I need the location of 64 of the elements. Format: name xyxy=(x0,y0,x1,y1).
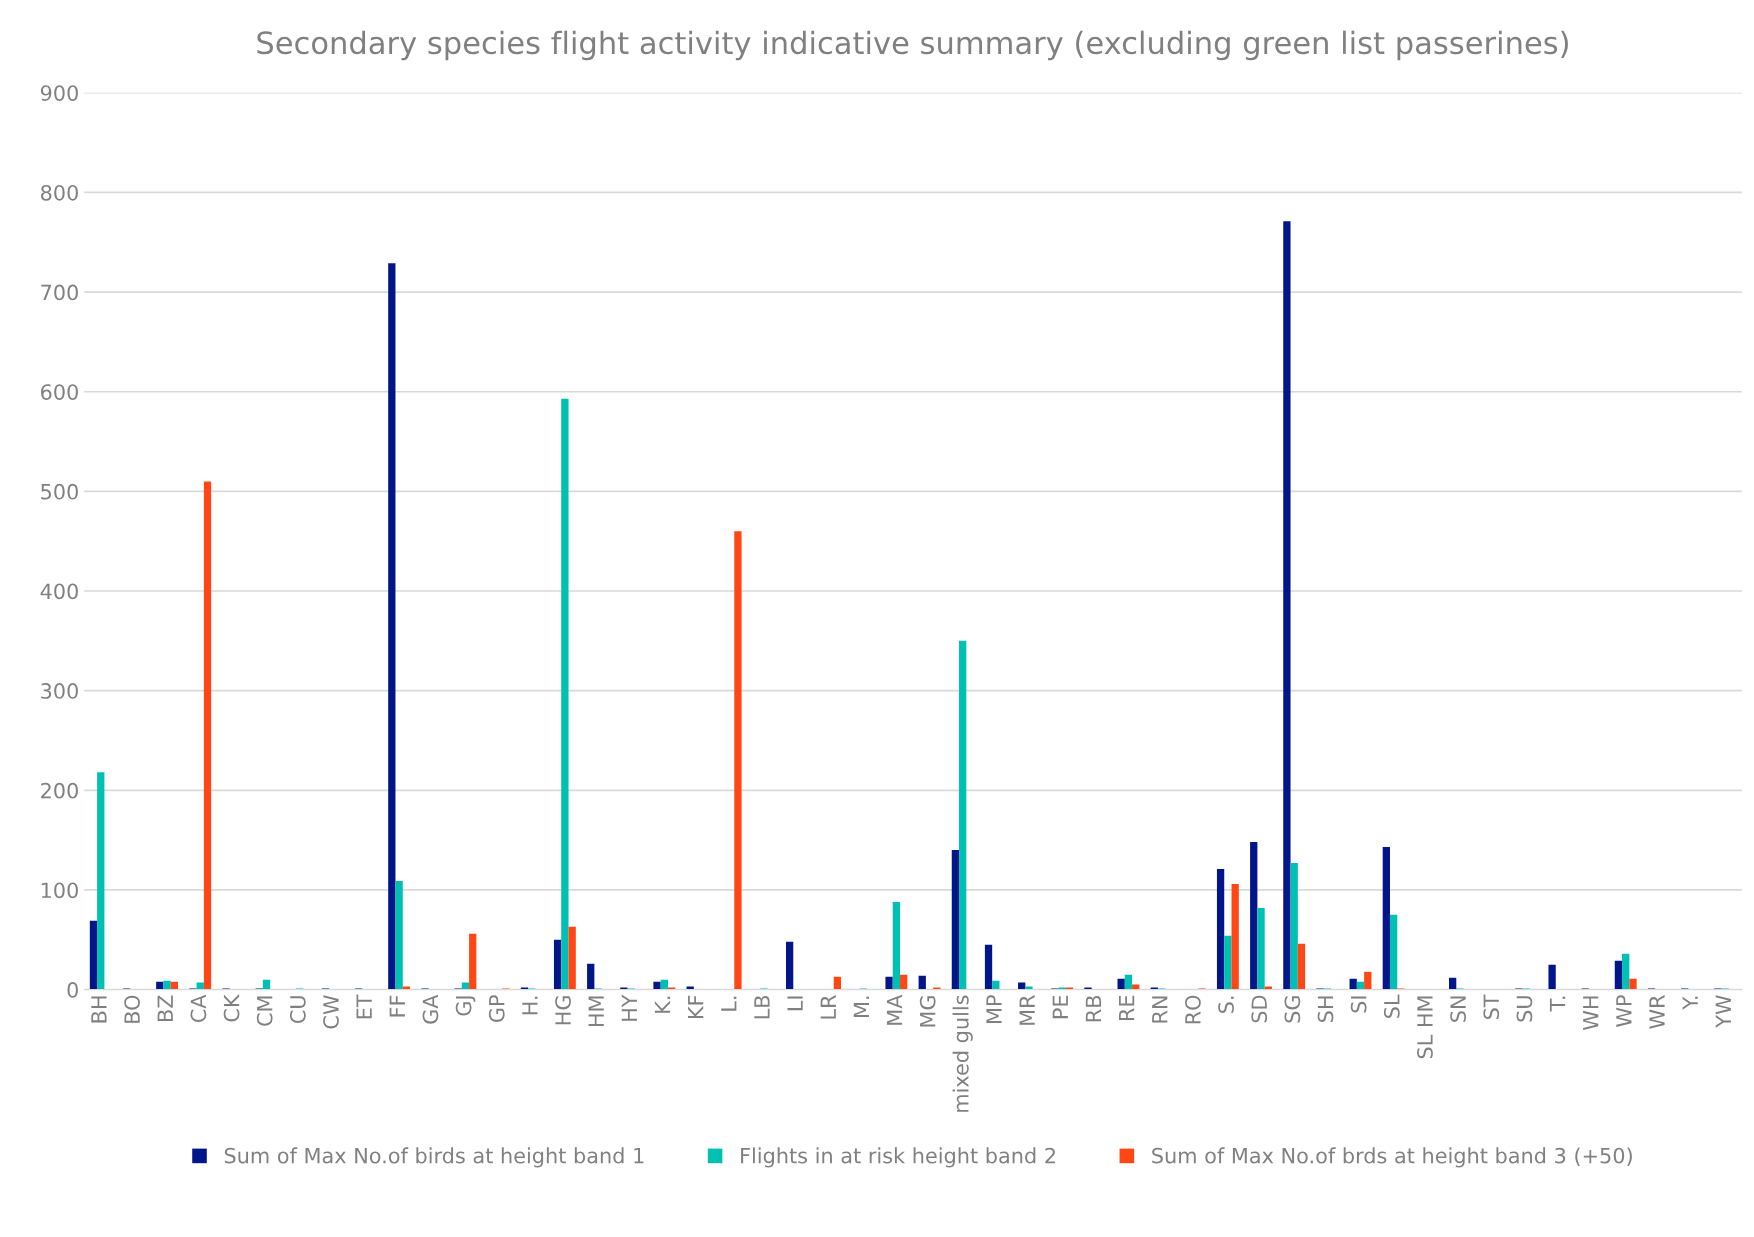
x-tick-label: SL HM xyxy=(1417,996,1433,1059)
legend-label: Sum of Max No.of brds at height band 3 (+50) xyxy=(1152,1147,1632,1168)
legend-label: Flights in at risk height band 2 xyxy=(741,1147,1055,1168)
x-tick-label: H. xyxy=(522,996,538,1015)
y-tick-label: 100 xyxy=(41,882,78,899)
x-tick-label: LB xyxy=(754,995,770,1019)
x-tick-label: BO xyxy=(124,995,140,1023)
x-tick-label: mixed gulls xyxy=(952,995,973,1112)
x-tick-label: RE xyxy=(1119,995,1135,1021)
y-tick-label: 0 xyxy=(67,982,78,998)
x-tick-label: GP xyxy=(488,995,505,1022)
x-tick-label: RN xyxy=(1152,996,1168,1023)
y-tick-label: 500 xyxy=(41,483,78,500)
x-tick-label: BH xyxy=(91,996,107,1023)
x-tick-label: LR xyxy=(820,995,836,1019)
y-tick-label: 700 xyxy=(41,284,78,301)
x-tick-label: SG xyxy=(1284,996,1301,1023)
legend-label: Sum of Max No.of birds at height band 1 xyxy=(224,1147,644,1168)
y-tick-label: 200 xyxy=(41,782,78,799)
x-tick-label: WP xyxy=(1616,995,1632,1027)
x-tick-label: KF xyxy=(688,995,704,1019)
x-tick-label: SN xyxy=(1450,996,1466,1022)
x-tick-label: MG xyxy=(919,996,936,1027)
x-tick-label: ET xyxy=(356,994,372,1019)
x-tick-label: MR xyxy=(1019,995,1035,1025)
x-tick-label: SI xyxy=(1350,996,1367,1013)
y-tick-label: 900 xyxy=(40,85,78,101)
x-tick-label: RB xyxy=(1085,995,1102,1022)
x-tick-label: SU xyxy=(1516,996,1533,1022)
x-tick-label: K. xyxy=(654,996,671,1013)
x-tick-label: YW xyxy=(1715,995,1731,1028)
y-tick-label: 600 xyxy=(41,384,78,400)
x-tick-label: WR xyxy=(1649,995,1665,1029)
x-tick-label: ST xyxy=(1483,994,1500,1020)
x-tick-label: CW xyxy=(323,995,339,1029)
x-tick-label: Y. xyxy=(1682,996,1698,1010)
x-tick-label: S. xyxy=(1218,996,1234,1013)
x-tick-label: RO xyxy=(1185,995,1201,1024)
x-tick-label: PE xyxy=(1052,995,1068,1019)
x-tick-label: HM xyxy=(588,996,604,1027)
x-tick-label: BZ xyxy=(157,995,173,1021)
x-tick-label: LI xyxy=(787,996,803,1011)
x-tick-label: MA xyxy=(886,994,903,1025)
x-tick-label: CM xyxy=(256,996,273,1026)
x-tick-label: GA xyxy=(422,994,439,1024)
x-tick-label: L. xyxy=(721,996,737,1011)
y-tick-label: 800 xyxy=(40,184,78,201)
x-tick-label: CU xyxy=(289,996,306,1024)
y-tick-label: 300 xyxy=(41,683,78,699)
x-tick-label: GJ xyxy=(455,996,476,1016)
x-tick-label: HG xyxy=(555,996,571,1025)
x-tick-label: SL xyxy=(1383,994,1400,1018)
x-tick-label: CK xyxy=(223,994,240,1022)
x-tick-label: CA xyxy=(190,994,207,1023)
x-tick-label: M. xyxy=(853,996,869,1018)
y-tick-label: 400 xyxy=(40,583,78,600)
x-tick-label: SH xyxy=(1317,996,1334,1022)
x-tick-label: MP xyxy=(986,995,1002,1023)
x-tick-label: FF xyxy=(389,995,405,1017)
chart-title: Secondary species flight activity indicative summary (excluding green list passerines) xyxy=(257,30,1568,61)
x-tick-label: T. xyxy=(1549,996,1566,1012)
x-tick-label: HY xyxy=(621,994,637,1021)
x-tick-label: WH xyxy=(1583,996,1599,1031)
x-tick-label: SD xyxy=(1251,995,1268,1023)
